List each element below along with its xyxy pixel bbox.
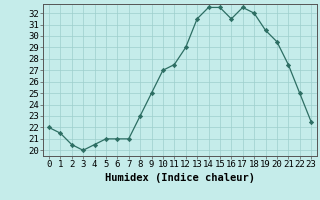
X-axis label: Humidex (Indice chaleur): Humidex (Indice chaleur) [105,173,255,183]
